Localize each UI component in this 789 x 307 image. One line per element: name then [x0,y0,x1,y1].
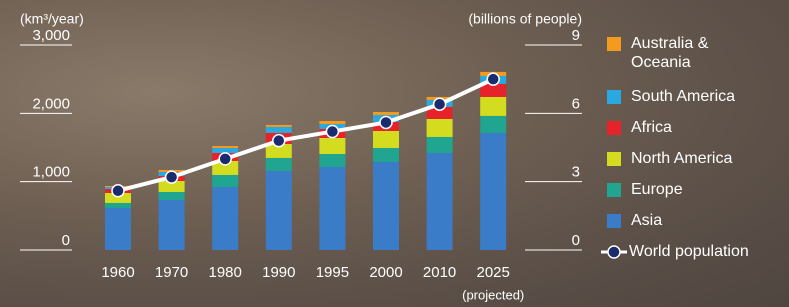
population-dot [112,185,124,197]
y2-tick-label: 0 [572,232,580,249]
x-tick-label: 2025 [477,264,510,281]
x-tick-label: 1980 [209,264,242,281]
bar-segment [159,200,185,250]
legend-item: Africa [607,118,781,149]
legend: Australia & Oceania South America Africa No… [607,34,781,273]
x-tick-label: 1995 [316,264,349,281]
legend-swatch [607,152,621,166]
legend-swatch [607,37,621,51]
bar-segment [266,127,292,133]
x-tick-label: 1990 [262,264,295,281]
annotation: (projected) [462,287,524,302]
bar-segment [480,116,506,133]
chart: (km³/year) (billions of people) 0 1,000 2,… [0,0,789,307]
legend-item: Australia & Oceania [607,34,781,87]
legend-item: Asia [607,211,781,242]
population-dot [487,73,499,85]
population-dot [434,98,446,110]
y-axis-label: (km³/year) [20,11,84,27]
bar-segment [212,146,238,148]
bar-segment [373,162,399,250]
bar-segment [266,158,292,171]
y2-tick-label: 9 [572,27,580,44]
bar-segment [212,187,238,250]
bar-segment [319,121,345,124]
legend-label: Europe [631,180,781,199]
x-tick-label: 2010 [423,264,456,281]
bar-segment [105,208,131,250]
legend-swatch [607,90,621,104]
bar-segment [427,137,453,153]
legend-swatch [607,121,621,135]
population-dot [219,153,231,165]
y-tick-label: 1,000 [32,164,70,181]
y-tick-label: 3,000 [32,27,70,44]
legend-label: Australia & Oceania [631,34,731,72]
population-dot [166,171,178,183]
legend-swatch [601,242,627,262]
legend-label: Asia [631,211,781,230]
bar-segment [427,119,453,137]
x-tick-label: 1970 [155,264,188,281]
y-tick-label: 0 [62,232,70,249]
bar-segment [373,131,399,148]
bar-segment [159,192,185,200]
y2-tick-label: 6 [572,95,580,112]
bar-segment [266,171,292,250]
bar-segment [212,175,238,187]
legend-label: Africa [631,118,781,137]
bar-segment [319,167,345,250]
bar-segment [319,138,345,154]
bar-segment [373,148,399,162]
population-dot [273,135,285,147]
population-dot [380,116,392,128]
legend-label: North America [631,149,781,168]
legend-label: South America [631,87,781,106]
bar-segment [373,112,399,115]
bar-segment [105,203,131,208]
bar-segment [266,125,292,127]
population-dot [326,126,338,138]
legend-item: North America [607,149,781,180]
y2-axis-label: (billions of people) [468,11,582,27]
x-tick-label: 2000 [369,264,402,281]
legend-item: Europe [607,180,781,211]
legend-item: South America [607,87,781,118]
bar-segment [480,133,506,250]
bar-segment [427,153,453,250]
y2-tick-label: 3 [572,164,580,181]
legend-item: World population [607,242,781,273]
bar-segment [319,154,345,167]
legend-swatch [607,214,621,228]
legend-swatch [607,183,621,197]
bar-segment [480,97,506,116]
x-tick-label: 1960 [101,264,134,281]
legend-label: World population [629,242,779,261]
y-tick-label: 2,000 [32,95,70,112]
